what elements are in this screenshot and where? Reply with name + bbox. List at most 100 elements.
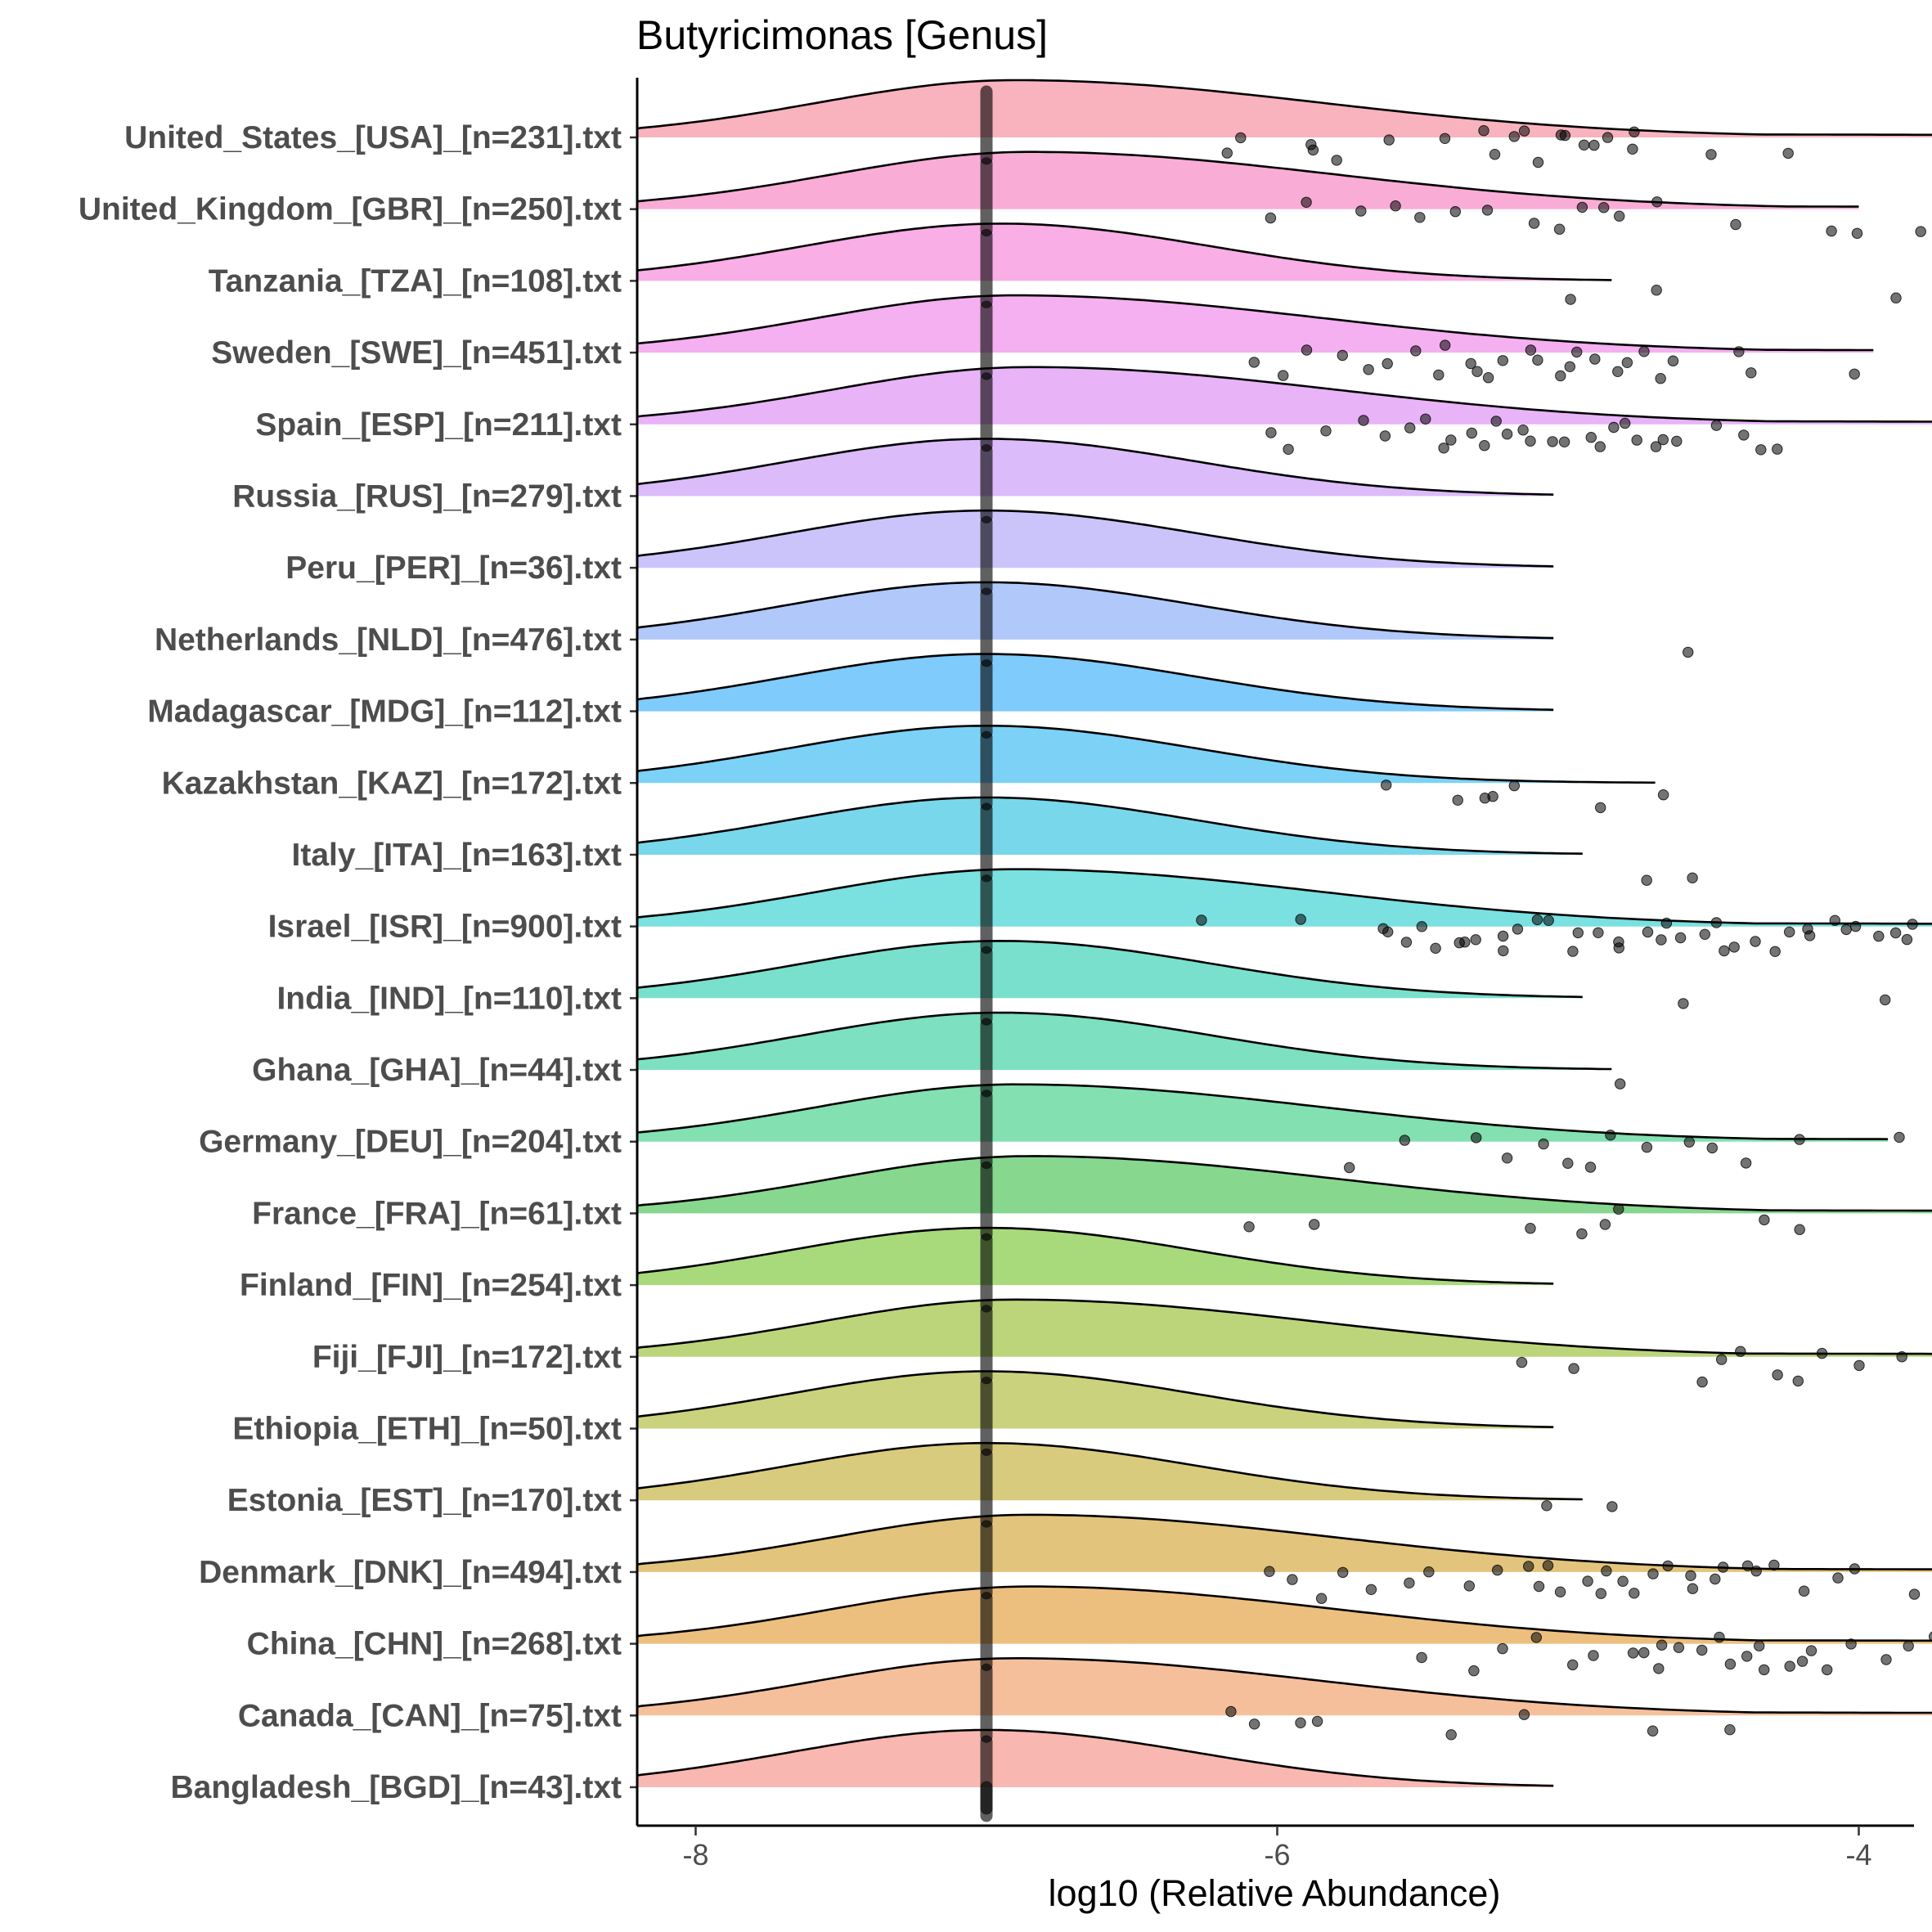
data-point	[1414, 212, 1426, 223]
data-point	[1541, 1500, 1552, 1512]
data-point	[1320, 425, 1332, 437]
y-tick-label: Russia_[RUS]_[n=279].txt	[232, 479, 622, 514]
data-point	[1772, 1369, 1783, 1381]
data-point	[1738, 429, 1750, 441]
data-point	[1617, 1575, 1629, 1587]
data-point	[1710, 1573, 1721, 1585]
data-point	[1295, 914, 1306, 925]
data-point	[1221, 147, 1233, 159]
data-point	[1705, 149, 1717, 160]
y-tick-label: Peru_[PER]_[n=36].txt	[285, 550, 622, 586]
data-point	[1717, 1561, 1729, 1573]
data-point	[1794, 1134, 1805, 1145]
ridge-outline	[636, 151, 1859, 208]
data-point	[1845, 1638, 1857, 1650]
data-point	[1554, 1586, 1566, 1597]
data-point	[1358, 415, 1369, 426]
data-point	[1479, 440, 1490, 452]
data-point	[1576, 1228, 1588, 1240]
data-point	[1620, 417, 1631, 429]
data-point	[1558, 436, 1570, 447]
data-point	[1656, 934, 1667, 946]
data-point	[1525, 435, 1536, 447]
data-point	[1656, 1639, 1668, 1651]
data-point	[1576, 201, 1588, 213]
data-point	[1673, 1642, 1685, 1653]
data-point	[1564, 361, 1576, 372]
data-point	[1816, 1347, 1828, 1359]
data-point	[1562, 1157, 1574, 1169]
data-point	[1826, 225, 1837, 237]
data-point	[1478, 125, 1489, 137]
y-tick-label: Madagascar_[MDG]_[n=112].txt	[147, 694, 622, 730]
data-point	[1264, 1566, 1275, 1577]
data-point	[1295, 1717, 1306, 1729]
data-point	[1283, 443, 1294, 455]
data-point	[1768, 1559, 1780, 1571]
x-tick-label: -4	[1845, 1838, 1871, 1871]
y-tick-label: Estonia_[EST]_[n=170].txt	[227, 1483, 622, 1518]
data-point	[1287, 1574, 1298, 1585]
data-point	[1613, 936, 1624, 948]
data-point	[1531, 914, 1543, 926]
data-point	[1337, 1566, 1349, 1579]
data-point	[1430, 942, 1441, 955]
data-point	[1683, 646, 1694, 658]
data-point	[1416, 921, 1428, 932]
data-point	[1307, 144, 1319, 156]
data-point	[1445, 434, 1457, 446]
data-point	[1627, 143, 1638, 155]
y-tick-label: Sweden_[SWE]_[n=451].txt	[211, 335, 622, 371]
data-point	[1445, 1729, 1457, 1741]
data-point	[1730, 218, 1741, 231]
data-point	[1532, 156, 1544, 168]
data-point	[1490, 416, 1502, 427]
data-point	[1741, 1651, 1753, 1662]
data-point	[1248, 1719, 1260, 1730]
data-point	[1754, 1640, 1765, 1651]
data-point	[1439, 133, 1451, 145]
data-point	[1584, 1161, 1597, 1173]
y-axis-labels: United_States_[USA]_[n=231].txt United_Ki…	[79, 120, 637, 1805]
data-point	[1716, 1354, 1728, 1365]
data-point	[1196, 914, 1207, 926]
x-tick-label: -6	[1264, 1838, 1290, 1871]
ridge-outline	[636, 366, 1932, 423]
data-point	[1903, 1640, 1914, 1652]
data-point	[1482, 372, 1494, 384]
data-point	[1798, 1585, 1810, 1597]
data-point	[1769, 946, 1781, 958]
data-point	[1822, 1664, 1833, 1676]
data-point	[1523, 1561, 1534, 1572]
data-point	[1613, 1203, 1624, 1215]
ridge-fill	[637, 438, 1554, 496]
data-point	[1433, 369, 1445, 381]
data-point	[1631, 434, 1642, 446]
data-point	[1615, 1078, 1626, 1090]
data-point	[1538, 1138, 1549, 1150]
data-point	[1381, 780, 1392, 791]
data-point	[1896, 1351, 1907, 1363]
data-point	[1588, 1650, 1599, 1661]
data-point	[1602, 132, 1614, 143]
data-point	[1468, 1665, 1480, 1677]
y-tick-label: Finland_[FIN]_[n=254].txt	[240, 1268, 622, 1303]
data-point	[1243, 1221, 1255, 1233]
ridge-outline	[636, 796, 1583, 855]
data-point	[1671, 435, 1683, 447]
ridge-fill	[637, 869, 1932, 927]
data-point	[1528, 218, 1540, 229]
data-point	[1578, 139, 1590, 151]
data-point	[1662, 1560, 1674, 1572]
data-point	[1309, 1219, 1320, 1230]
data-point	[1489, 149, 1501, 160]
data-point	[1492, 1564, 1503, 1576]
data-point	[1840, 923, 1852, 936]
ridge-outline	[636, 939, 1583, 999]
data-point	[1301, 196, 1312, 209]
data-point	[1653, 1663, 1665, 1674]
data-point	[1706, 1142, 1719, 1154]
data-point	[1929, 1631, 1932, 1642]
y-tick-label: Spain_[ESP]_[n=211].txt	[255, 407, 622, 443]
